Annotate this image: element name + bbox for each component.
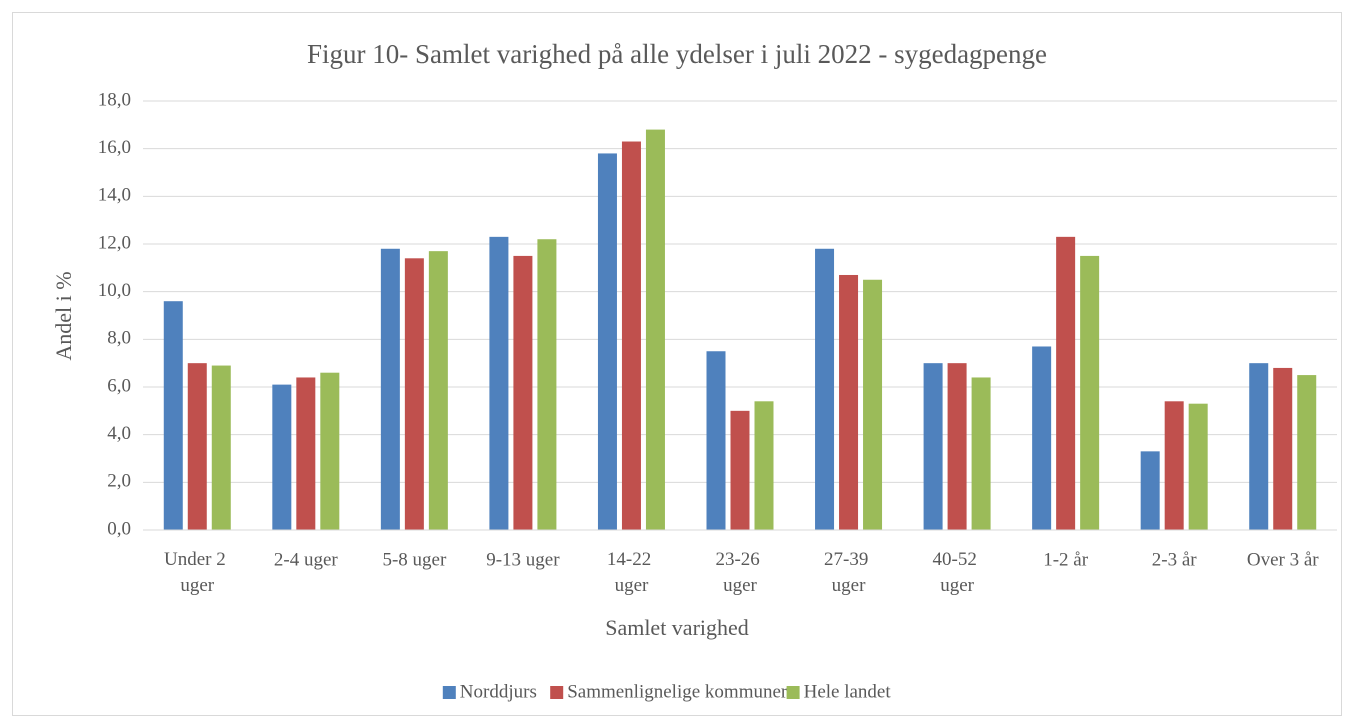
bar <box>621 141 641 530</box>
legend-label: Sammenlignelige kommuner <box>567 681 788 702</box>
y-axis-title: Andel i % <box>51 271 76 360</box>
x-tick-label: 23-26 uger <box>715 549 764 596</box>
x-tick-label: 9-13 uger <box>486 549 560 570</box>
bar <box>404 258 424 530</box>
bar <box>1188 403 1208 530</box>
bar <box>1056 236 1076 530</box>
bar <box>1249 363 1269 530</box>
bar <box>296 377 316 530</box>
bar <box>163 301 183 530</box>
bar <box>706 351 726 530</box>
bar <box>1273 367 1293 530</box>
bar <box>1140 451 1160 530</box>
bar <box>272 384 292 530</box>
chart-title: Figur 10- Samlet varighed på alle ydelse… <box>307 39 1047 69</box>
bar <box>1080 255 1100 530</box>
x-tick-label: 1-2 år <box>1043 549 1089 570</box>
bar <box>537 239 557 530</box>
y-tick-label: 4,0 <box>107 423 131 444</box>
y-tick-label: 6,0 <box>107 375 131 396</box>
x-tick-label: Over 3 år <box>1247 549 1319 570</box>
y-tick-label: 12,0 <box>98 232 131 253</box>
legend-label: Norddjurs <box>460 681 537 702</box>
chart-border <box>12 12 1342 716</box>
x-tick-label: 14-22 uger <box>607 549 656 596</box>
x-tick-label: 2-4 uger <box>274 549 339 570</box>
bar <box>513 255 533 530</box>
bar <box>947 363 967 530</box>
bar <box>489 236 509 530</box>
x-tick-label: Under 2 uger <box>164 549 230 596</box>
legend-swatch <box>786 686 800 699</box>
y-tick-label: 0,0 <box>107 518 131 539</box>
bar <box>597 153 617 530</box>
bar <box>645 129 665 530</box>
bar <box>730 410 750 530</box>
bar <box>1297 375 1317 530</box>
legend-swatch <box>442 686 456 699</box>
bar <box>187 363 207 530</box>
bar <box>754 401 774 530</box>
y-tick-label: 2,0 <box>107 471 131 492</box>
bar <box>1032 346 1052 530</box>
bar <box>428 251 448 530</box>
y-tick-label: 10,0 <box>98 280 131 301</box>
bar <box>380 248 400 530</box>
bar <box>923 363 943 530</box>
bar <box>320 372 340 530</box>
bar <box>211 365 231 530</box>
y-tick-label: 14,0 <box>98 185 131 206</box>
x-tick-label: 2-3 år <box>1152 549 1198 570</box>
bar <box>971 377 991 530</box>
x-tick-label: 5-8 uger <box>382 549 447 570</box>
legend-label: Hele landet <box>804 681 892 702</box>
bar <box>839 274 859 530</box>
x-tick-label: 27-39 uger <box>824 549 873 596</box>
legend-swatch <box>550 686 564 699</box>
y-tick-label: 8,0 <box>107 328 131 349</box>
y-tick-label: 18,0 <box>98 89 131 110</box>
bar <box>1164 401 1184 530</box>
x-axis-title: Samlet varighed <box>605 615 749 640</box>
x-tick-label: 40-52 uger <box>933 549 982 596</box>
bar <box>815 248 835 530</box>
bar <box>863 279 883 530</box>
y-tick-label: 16,0 <box>98 137 131 158</box>
